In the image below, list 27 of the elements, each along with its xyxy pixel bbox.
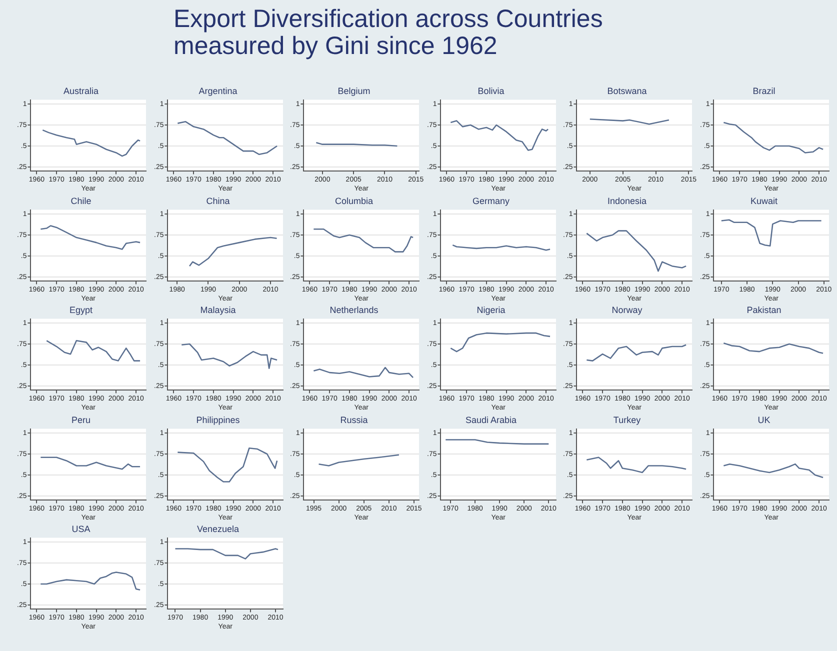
chart-title: Bolivia — [477, 86, 504, 96]
chart-title: Saudi Arabia — [464, 414, 516, 424]
chart-title: Philippines — [196, 414, 240, 424]
chart-title: Russia — [340, 414, 368, 424]
chart-title: Egypt — [69, 304, 94, 315]
chart-title: Botswana — [607, 86, 647, 96]
chart-title: Indonesia — [607, 195, 647, 206]
chart-title: USA — [72, 524, 90, 534]
chart-title: Kuwait — [750, 195, 778, 206]
chart-title: Belgium — [338, 86, 370, 96]
chart-title: Chile — [70, 195, 92, 206]
chart-title: Brazil — [752, 86, 775, 96]
chart-title: Pakistan — [746, 304, 781, 315]
chart-title: Turkey — [613, 414, 642, 424]
chart-title: Germany — [472, 195, 510, 206]
chart-title: UK — [757, 414, 770, 424]
chart-title: Netherlands — [330, 304, 379, 315]
chart-title: China — [206, 195, 230, 206]
chart-title: Norway — [612, 304, 643, 315]
text: Export Diversification across Countries measured by Gini since 1962 — [174, 5, 604, 60]
chart-title: Venezuela — [196, 524, 239, 534]
chart-title: Columbia — [334, 195, 374, 206]
chart-title: Argentina — [198, 86, 237, 96]
chart-title: Nigeria — [476, 304, 505, 315]
chart-title: Australia — [63, 86, 99, 96]
chart-title: Peru — [71, 414, 91, 424]
chart-title: Malaysia — [200, 304, 236, 315]
